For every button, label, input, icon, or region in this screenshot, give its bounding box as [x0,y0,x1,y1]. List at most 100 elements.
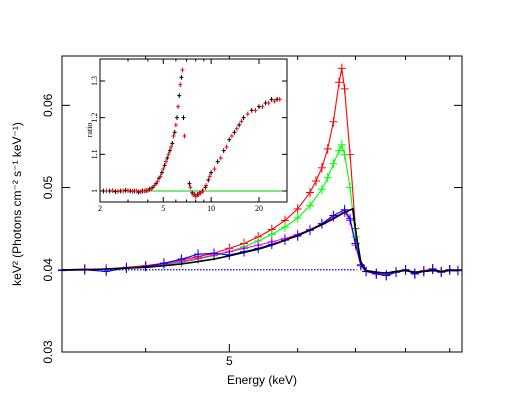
inset-data-point [260,104,265,110]
y-tick-label: 1.2 [90,113,99,123]
x-tick-label: 2 [98,204,102,213]
inset-data-point [134,188,139,194]
inset-data-point [221,148,226,154]
inset-data-point [172,129,177,135]
main-data-point [210,248,219,259]
y-tick-label: 0.03 [41,340,55,364]
inset-data-point [181,115,186,121]
inset-data-point [234,126,239,132]
inset-data-point [161,166,166,172]
inset-data-point [204,183,209,188]
x-tick-label: 20 [255,204,263,213]
inset-panel: 2 5 10 20 1 1.1 1.2 1.3 ratio [85,58,288,213]
inset-data-point [187,181,192,187]
inset-plot-marks [100,67,287,199]
inset-data-point [206,177,211,183]
inset-data-point [201,188,206,194]
inset-data-point [152,183,157,188]
main-data-point [337,140,346,150]
main-data-point [317,184,326,194]
inset-data-point [196,192,201,198]
inset-data-point [130,188,135,194]
x-tick-label: 5 [161,204,165,213]
inset-data-point [193,194,198,199]
inset-data-point [179,74,184,80]
inset-data-point [142,188,147,194]
inset-data-point [249,107,254,113]
inset-data-point [180,67,185,73]
main-data-point [428,264,437,274]
inset-data-point [215,159,220,165]
inset-data-point [167,148,172,154]
inset-data-point [224,144,229,150]
inset-data-point [155,179,160,185]
inset-data-point [253,107,258,113]
inset-data-point [218,155,223,161]
x-axis-title: Energy (keV) [227,373,297,387]
main-data-point [346,182,355,193]
inset-data-point [166,151,171,157]
main-data-point [337,63,346,74]
inset-data-point [237,122,242,128]
inset-data-point [121,188,126,194]
inset-data-point [212,166,217,172]
inset-data-point [209,170,214,176]
inset-data-point [170,140,175,146]
inset-data-point [269,96,274,102]
inset-data-point [149,186,154,191]
inset-data-point [163,159,168,165]
main-data-point [410,269,419,279]
y-tick-label: 0.05 [41,176,55,200]
inset-data-point [239,118,244,124]
main-series-line-4 [62,207,458,274]
inset-axes: 2 5 10 20 1 1.1 1.2 1.3 [90,59,288,213]
main-data-point [335,77,344,88]
main-data-point [329,158,338,169]
main-data-point [293,204,302,214]
main-data-point [346,214,355,224]
inset-data-point [110,188,115,194]
main-data-point [323,144,332,154]
y-tick-label: 1 [90,189,99,193]
inset-data-point [145,187,150,193]
inset-data-point [188,184,193,190]
inset-data-point [177,93,182,99]
main-data-point [293,213,302,223]
main-data-point [305,200,314,211]
inset-data-point [257,104,262,110]
main-data-point [401,264,410,275]
inset-data-point [198,190,203,196]
inset-data-point [227,137,232,143]
main-data-point [372,269,381,279]
inset-y-axis-title: ratio [85,123,94,138]
main-data-point [437,267,446,278]
main-axes: 5 0.03 0.04 0.05 0.06 [41,56,462,368]
inset-data-point [178,82,183,88]
inset-data-point [165,155,170,161]
inset-data-point [176,104,181,110]
inset-data-point [158,173,163,179]
inset-frame [99,58,288,203]
main-data-point [305,187,314,198]
inset-data-point [266,100,271,106]
main-data-point [280,222,289,232]
inset-data-point [191,192,196,198]
inset-background [100,59,287,202]
main-data-point [323,172,332,183]
main-data-point [317,163,326,173]
x-tick-label: 10 [207,204,215,213]
inset-data-point [169,144,174,150]
main-plot-frame [61,55,463,353]
y-tick-label: 0.06 [41,93,55,117]
inset-data-point [104,188,109,194]
main-data-point [335,145,344,156]
y-tick-label: 1.3 [90,76,99,86]
inset-data-point [116,188,121,194]
main-data-point [445,264,454,275]
main-data-point [340,149,349,160]
inset-data-point [241,115,246,121]
inset-data-point [245,111,250,117]
main-plot-marks [58,63,462,281]
main-data-point [340,84,349,94]
